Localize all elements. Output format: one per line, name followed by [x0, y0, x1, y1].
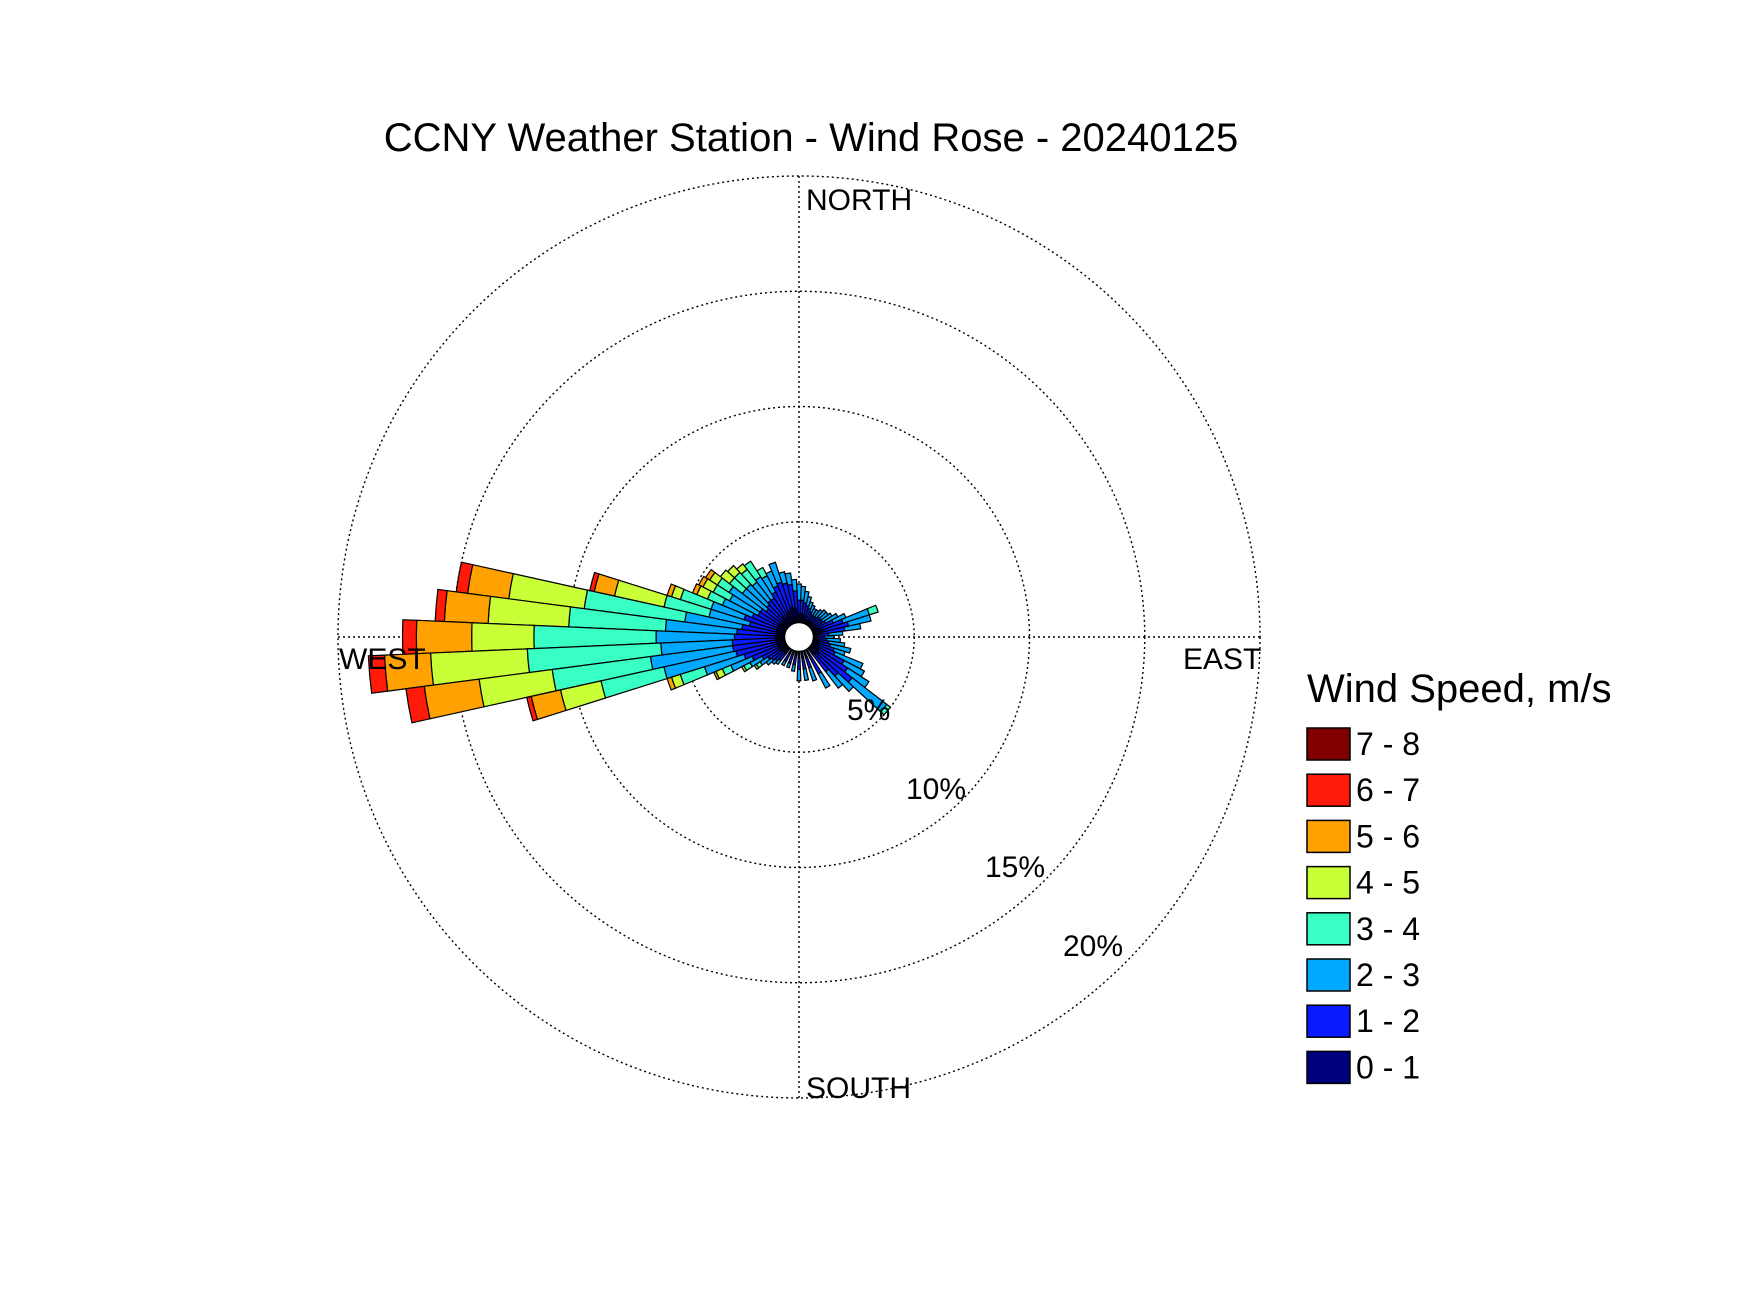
sector-bar-235-bin-4 — [753, 663, 760, 671]
sector-bar-105-bin-2 — [829, 643, 852, 654]
legend-swatch — [1306, 727, 1351, 761]
sector-bar-260-bin-6 — [405, 685, 431, 724]
sector-bar-315-bin-4 — [726, 564, 741, 579]
sector-bar-325-bin-3 — [743, 560, 762, 582]
sector-bar-200-bin-2 — [785, 661, 792, 669]
sector-bar-190-bin-1 — [792, 654, 798, 666]
legend-swatch — [1306, 819, 1351, 854]
sector-bar-270-bin-4 — [471, 622, 535, 652]
sector-bar-290-bin-5 — [666, 583, 677, 598]
sector-bar-275-bin-5 — [443, 589, 492, 625]
direction-label-south: SOUTH — [806, 1072, 911, 1105]
legend-label: 1 - 2 — [1356, 1003, 1420, 1039]
sector-bar-220-bin-2 — [774, 658, 782, 666]
legend-label: 4 - 5 — [1356, 865, 1420, 901]
chart-title: CCNY Weather Station - Wind Rose - 20240… — [384, 116, 1239, 160]
sector-bar-180-bin-1 — [796, 657, 802, 670]
ring-label-10: 10% — [906, 773, 966, 806]
direction-label-east: EAST — [1183, 643, 1261, 676]
legend-swatch — [1306, 958, 1351, 992]
sector-bar-230-bin-2 — [765, 657, 775, 666]
legend-items: 7 - 8 6 - 7 5 - 6 4 - 5 3 - 4 2 - 3 1 - 2 0 - 1 — [1306, 726, 1420, 1085]
legend-label: 2 - 3 — [1356, 957, 1420, 993]
sector-bar-285-bin-6 — [589, 571, 600, 593]
sector-bar-55-bin-2 — [820, 612, 833, 623]
sector-bar-300-bin-5 — [698, 575, 709, 588]
sector-bar-135-bin-2 — [833, 671, 855, 693]
sector-bar-280-bin-6 — [455, 561, 474, 595]
direction-label-north: NORTH — [806, 184, 912, 217]
legend-label: 5 - 6 — [1356, 818, 1420, 854]
sector-bar-245-bin-5 — [713, 670, 721, 681]
legend-label: 7 - 8 — [1356, 726, 1420, 762]
legend-title: Wind Speed, m/s — [1307, 667, 1612, 711]
sector-bar-275-bin-6 — [434, 588, 448, 623]
sector-bar-210-bin-2 — [780, 659, 788, 667]
sector-bar-160-bin-2 — [807, 666, 818, 682]
sector-bar-150-bin-2 — [817, 671, 831, 689]
legend-swatch — [1306, 912, 1351, 946]
calm-circle — [783, 621, 815, 653]
sector-bar-305-bin-5 — [704, 568, 716, 581]
legend-label: 3 - 4 — [1356, 911, 1420, 947]
legend-swatch — [1306, 865, 1351, 900]
sector-bar-170-bin-2 — [802, 667, 810, 682]
sector-bar-310-bin-4 — [719, 569, 736, 585]
sector-bar-65-bin-2 — [830, 612, 847, 624]
sector-bar-180-bin-2 — [796, 668, 802, 682]
legend-swatch — [1306, 1004, 1351, 1038]
sector-bar-60-bin-2 — [823, 612, 839, 624]
sector-bar-190-bin-2 — [790, 663, 797, 672]
sector-bar-70-bin-3 — [866, 604, 879, 616]
sector-bar-250-bin-5 — [666, 676, 677, 691]
sector-bar-95-bin-2 — [825, 637, 842, 644]
sector-bar-295-bin-5 — [691, 582, 702, 596]
ring-label-5: 5% — [847, 694, 890, 727]
sector-bar-260-bin-5 — [423, 678, 485, 720]
sector-bar-45-bin-2 — [816, 608, 828, 620]
ring-label-15: 15% — [985, 851, 1045, 884]
legend-swatch — [1306, 1050, 1351, 1085]
sector-bar-270-bin-6 — [401, 619, 418, 655]
legend: Wind Speed, m/s 7 - 8 6 - 7 5 - 6 4 - 5 3 - … — [1306, 667, 1612, 1085]
ring-label-20: 20% — [1063, 930, 1123, 963]
legend-swatch — [1306, 773, 1351, 807]
legend-label: 6 - 7 — [1356, 772, 1420, 808]
sector-bar-225-bin-2 — [770, 657, 779, 666]
sector-bar-340-bin-2 — [768, 561, 783, 585]
wind-rose-sectors — [367, 560, 892, 724]
sector-bar-255-bin-6 — [525, 695, 539, 722]
sector-bar-40-bin-2 — [813, 608, 824, 620]
sector-bar-130-bin-3 — [879, 703, 892, 716]
sector-bar-240-bin-4 — [740, 664, 748, 673]
sector-bar-140-bin-2 — [824, 668, 844, 690]
legend-label: 0 - 1 — [1356, 1049, 1420, 1085]
polar-labels: NORTH WEST EAST SOUTH 5% 10% 15% 20% — [339, 184, 1261, 1105]
sector-bar-265-bin-6 — [367, 654, 389, 694]
direction-label-west: WEST — [339, 643, 426, 676]
